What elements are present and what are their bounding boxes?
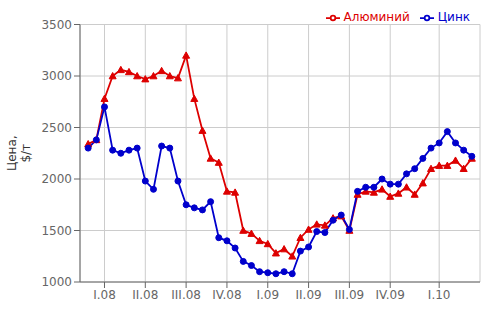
svg-text:Цена,$/т: Цена,$/т [8, 135, 33, 171]
svg-text:I.09: I.09 [256, 288, 279, 302]
svg-text:1500: 1500 [41, 224, 72, 238]
svg-text:II.09: II.09 [295, 288, 321, 302]
svg-text:IV.09: IV.09 [376, 288, 405, 302]
svg-text:2500: 2500 [41, 121, 72, 135]
svg-text:II.08: II.08 [132, 288, 158, 302]
svg-text:2000: 2000 [41, 172, 72, 186]
svg-text:IV.08: IV.08 [212, 288, 241, 302]
svg-text:3500: 3500 [41, 18, 72, 32]
html-text:Алюминий: Алюминий [343, 10, 410, 24]
svg-text:I.08: I.08 [93, 288, 116, 302]
html-text:Цинк: Цинк [437, 10, 470, 24]
svg-text:1000: 1000 [41, 275, 72, 289]
svg-text:I.10: I.10 [428, 288, 451, 302]
svg-text:III.09: III.09 [335, 288, 365, 302]
svg-text:3000: 3000 [41, 69, 72, 83]
svg-text:III.08: III.08 [171, 288, 201, 302]
